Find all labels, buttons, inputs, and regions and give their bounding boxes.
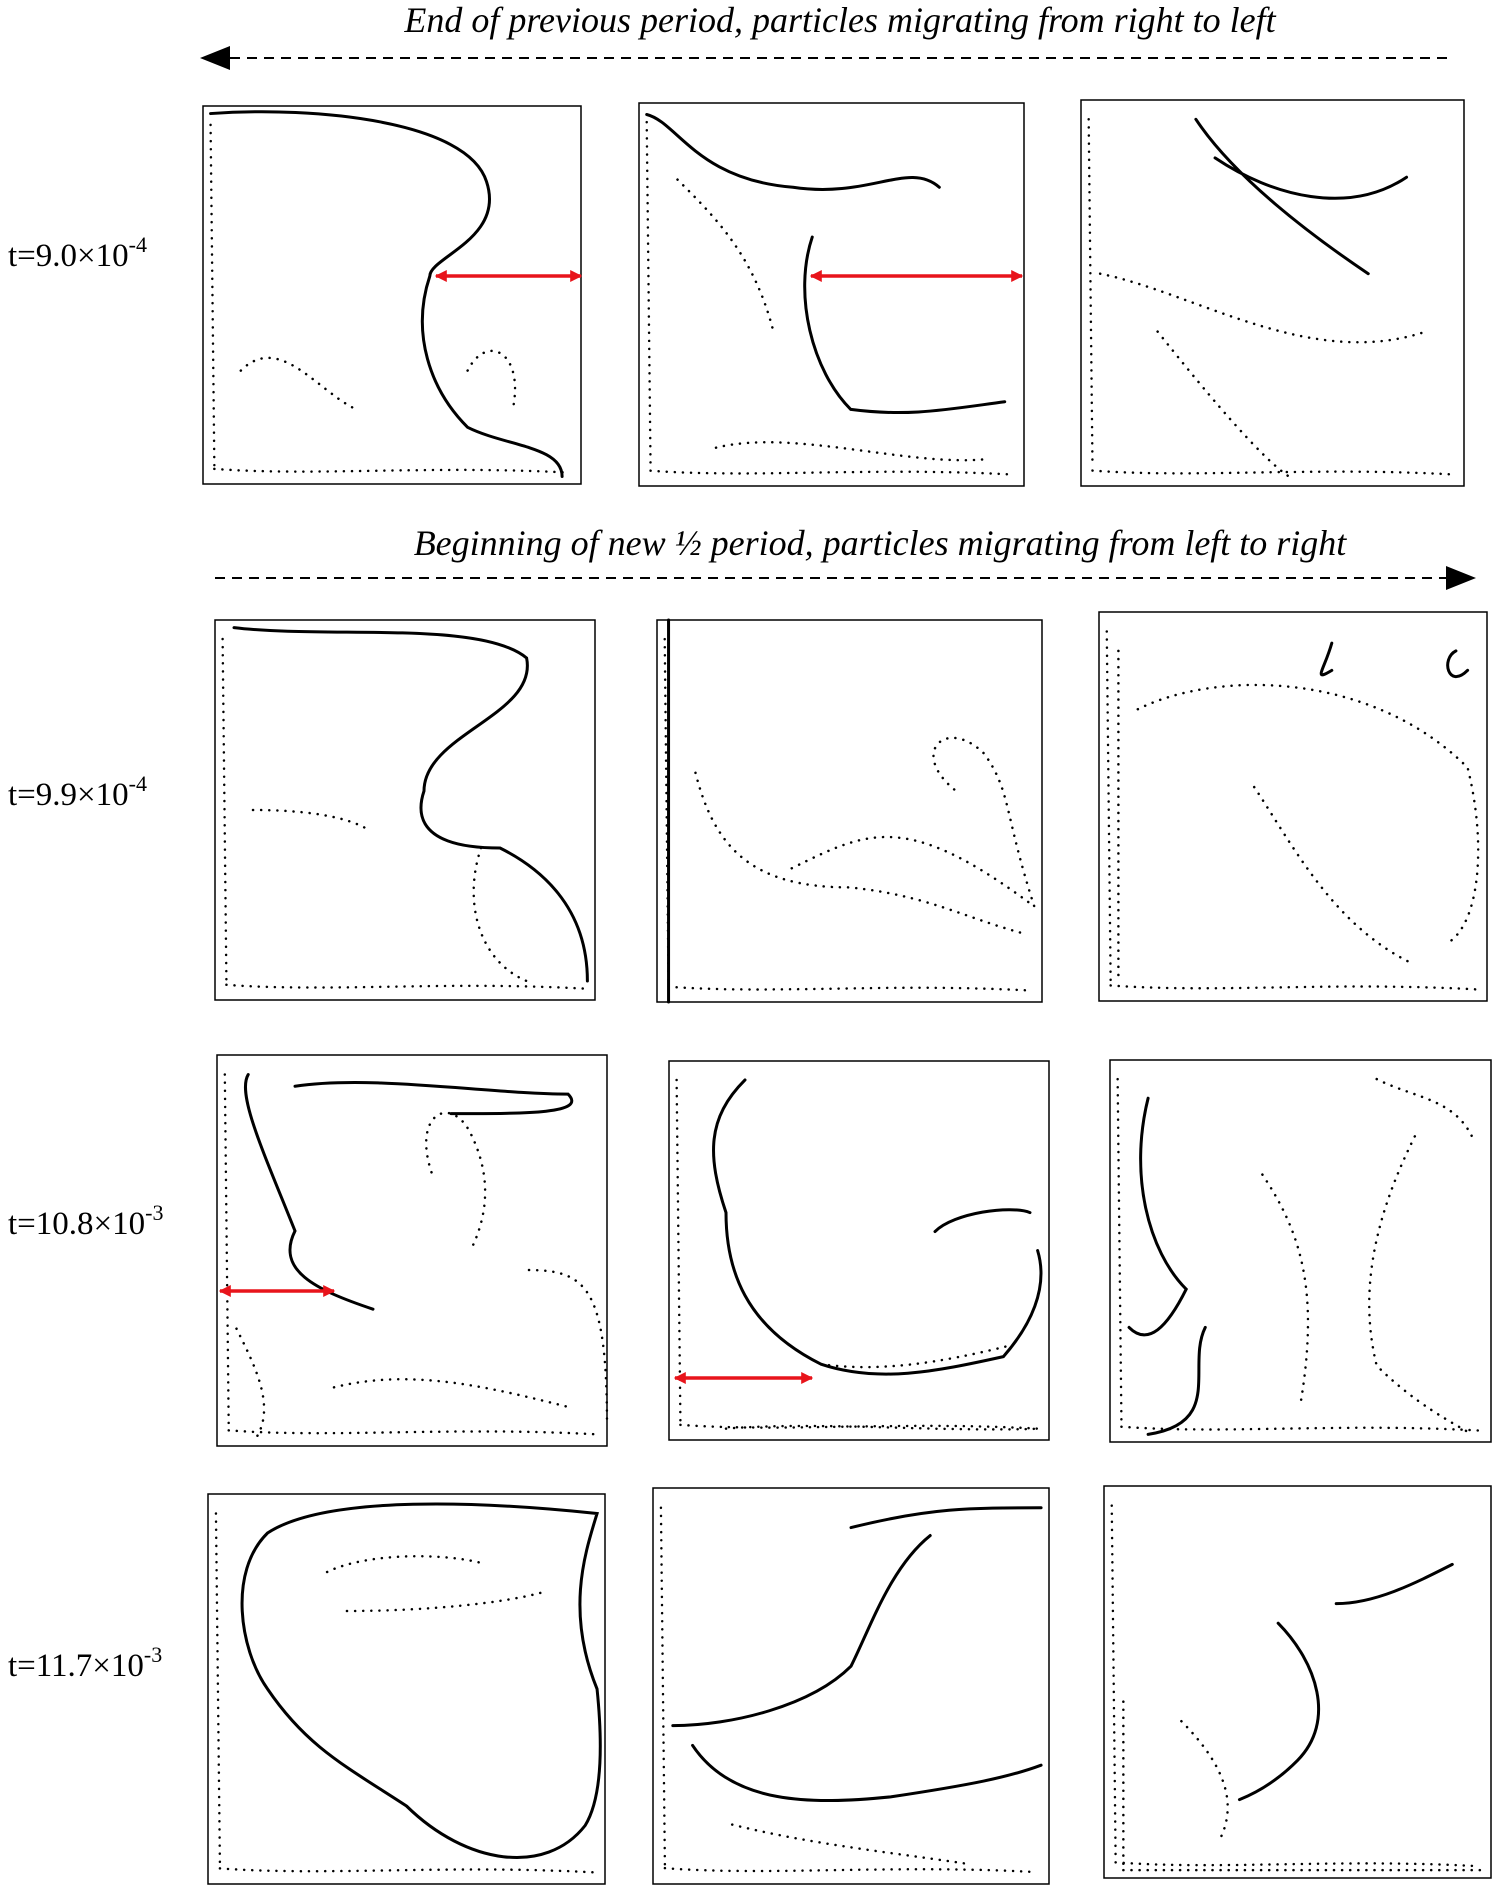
particle-dots (241, 351, 515, 408)
time-exponent: -3 (145, 1200, 163, 1225)
particle-dots (732, 1825, 970, 1865)
time-label: t=9.0×10-4 (8, 232, 147, 274)
particle-line (647, 114, 1005, 412)
panel-frame (653, 1488, 1049, 1884)
particle-dots (1100, 274, 1426, 479)
time-base: t=11.7×10 (8, 1648, 144, 1684)
particle-dots (792, 738, 1035, 907)
particle-dots (1089, 119, 1453, 474)
caption: End of previous period, particles migrat… (403, 0, 1276, 40)
particle-dots (1262, 1136, 1472, 1434)
red-arrows (218, 270, 1024, 1384)
particle-dots (327, 1556, 545, 1611)
particle-line (1196, 119, 1407, 273)
particle-panel (208, 1494, 605, 1884)
particle-dots (696, 773, 1023, 933)
particle-dots (216, 1514, 593, 1873)
panel-frame (208, 1494, 605, 1884)
panel-frame (215, 620, 595, 1000)
particle-line (1321, 643, 1467, 677)
particle-dots (1118, 651, 1478, 982)
particle-panel (653, 1488, 1049, 1884)
particle-dots (253, 810, 527, 981)
time-exponent: -3 (144, 1642, 162, 1667)
particle-panel (215, 620, 595, 1000)
particle-dots (661, 1508, 1037, 1872)
particle-dots (237, 1329, 569, 1438)
particle-dots (211, 125, 570, 473)
particle-dots (665, 639, 1031, 990)
time-base: t=9.9×10 (8, 777, 129, 813)
caption: Beginning of new ½ period, particles mig… (414, 523, 1348, 563)
particle-line (211, 112, 563, 477)
time-label: t=10.8×10-3 (8, 1200, 163, 1242)
panel-frame (1099, 612, 1487, 1001)
particle-line (245, 1075, 571, 1310)
particle-dots (647, 122, 1013, 474)
particle-panel (217, 1055, 607, 1446)
particle-panel (639, 103, 1024, 486)
panel-frame (217, 1055, 607, 1446)
time-label: t=9.9×10-4 (8, 771, 147, 813)
time-base: t=9.0×10 (8, 238, 129, 274)
panels (203, 100, 1491, 1884)
panel-frame (203, 106, 581, 484)
panel-frame (1104, 1486, 1491, 1878)
panel-frame (1081, 100, 1464, 486)
particle-line (234, 628, 587, 981)
particle-panel (657, 620, 1042, 1002)
particle-dots (678, 180, 986, 461)
panel-frame (657, 620, 1042, 1002)
particle-line (1129, 1098, 1205, 1434)
particle-line (242, 1504, 600, 1858)
particle-dots (1118, 1079, 1480, 1430)
particle-dots (1112, 1506, 1480, 1867)
particle-panel (203, 106, 581, 484)
particle-dots (677, 1080, 1038, 1429)
particle-dots (1107, 631, 1476, 989)
time-exponent: -4 (129, 771, 147, 796)
particle-panel (1110, 1060, 1491, 1442)
time-base: t=10.8×10 (8, 1206, 145, 1242)
particle-dots (225, 1075, 596, 1435)
panel-frame (669, 1061, 1049, 1440)
particle-dots (426, 1113, 607, 1427)
particle-panel (1081, 100, 1464, 486)
arrow-head (200, 46, 230, 70)
particle-dots (1123, 1702, 1483, 1871)
particle-panel (669, 1061, 1049, 1440)
panel-frame (639, 103, 1024, 486)
arrow-head (1446, 566, 1476, 590)
particle-line (673, 1508, 1041, 1801)
particle-panel (1099, 612, 1487, 1001)
particle-dots (726, 1345, 1041, 1429)
time-label: t=11.7×10-3 (8, 1642, 162, 1684)
particle-line (714, 1080, 1041, 1374)
particle-dots (223, 639, 584, 989)
particle-dots (1377, 1079, 1472, 1136)
particle-line (1239, 1564, 1452, 1799)
time-exponent: -4 (129, 232, 147, 257)
particle-panel (1104, 1486, 1491, 1878)
panel-frame (1110, 1060, 1491, 1442)
